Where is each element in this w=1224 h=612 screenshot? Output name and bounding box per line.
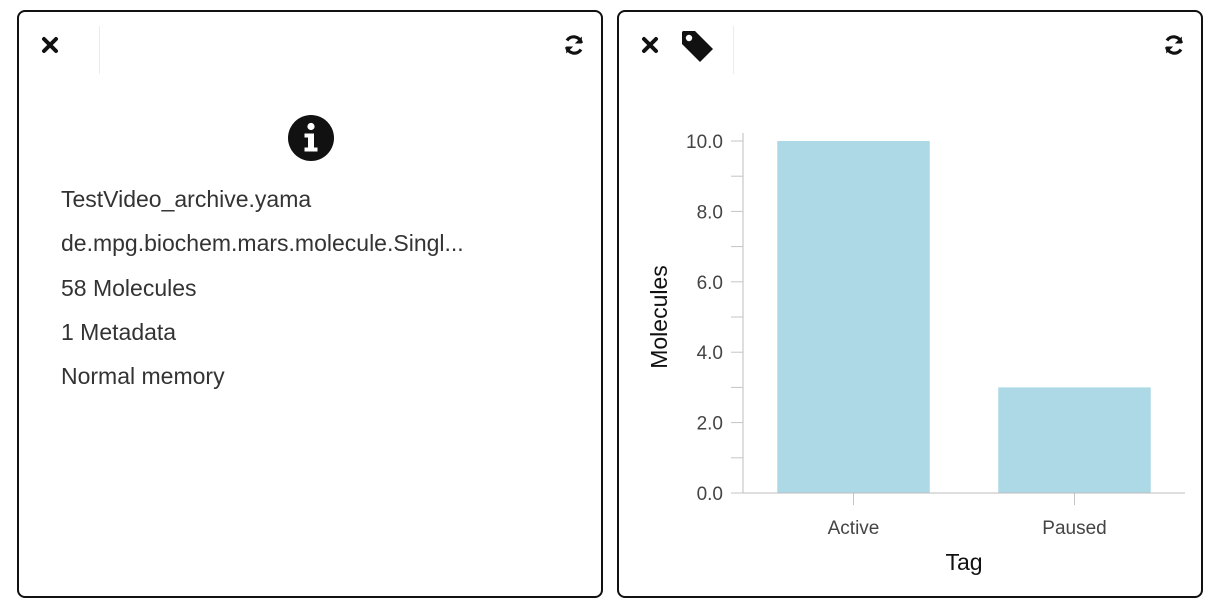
y-tick-label: 8.0 xyxy=(697,202,723,223)
close-icon xyxy=(42,37,58,53)
y-tick-label: 10.0 xyxy=(686,132,723,153)
x-tick-label: Active xyxy=(828,518,880,539)
refresh-icon xyxy=(1164,35,1184,55)
y-tick-label: 4.0 xyxy=(697,343,723,364)
close-button[interactable] xyxy=(37,32,63,58)
tag-icon xyxy=(682,31,713,62)
bar-paused xyxy=(998,387,1151,493)
x-tick-label: Paused xyxy=(1042,518,1106,539)
x-axis-title: Tag xyxy=(945,549,982,575)
refresh-button[interactable] xyxy=(1159,30,1189,60)
tag-chart-panel: 0.0 2.0 4.0 6.0 8.0 10.0 Active Paused Tag Molecu… xyxy=(617,10,1203,598)
bar-active xyxy=(777,141,930,493)
archive-info-list: TestVideo_archive.yama de.mpg.biochem.ma… xyxy=(61,177,581,398)
y-tick-label: 0.0 xyxy=(697,484,723,505)
tag-button[interactable] xyxy=(677,26,717,66)
tag-bar-chart: 0.0 2.0 4.0 6.0 8.0 10.0 Active Paused Tag Molecu… xyxy=(646,132,1185,575)
info-circle-icon xyxy=(288,115,334,161)
metadata-count: 1 Metadata xyxy=(61,318,177,345)
molecule-count: 58 Molecules xyxy=(61,274,197,301)
memory-mode: Normal memory xyxy=(61,363,225,390)
archive-filename: TestVideo_archive.yama xyxy=(61,186,312,212)
header-divider xyxy=(733,26,734,74)
header-divider xyxy=(99,26,100,74)
refresh-icon xyxy=(564,35,584,55)
y-axis-title: Molecules xyxy=(646,265,672,369)
close-icon xyxy=(642,37,658,53)
archive-info-panel: TestVideo_archive.yama de.mpg.biochem.ma… xyxy=(17,10,603,598)
refresh-button[interactable] xyxy=(559,30,589,60)
y-tick-label: 2.0 xyxy=(697,414,723,435)
close-button[interactable] xyxy=(637,32,663,58)
archive-molecule-type: de.mpg.biochem.mars.molecule.Singl... xyxy=(61,230,464,257)
y-tick-label: 6.0 xyxy=(697,273,723,294)
